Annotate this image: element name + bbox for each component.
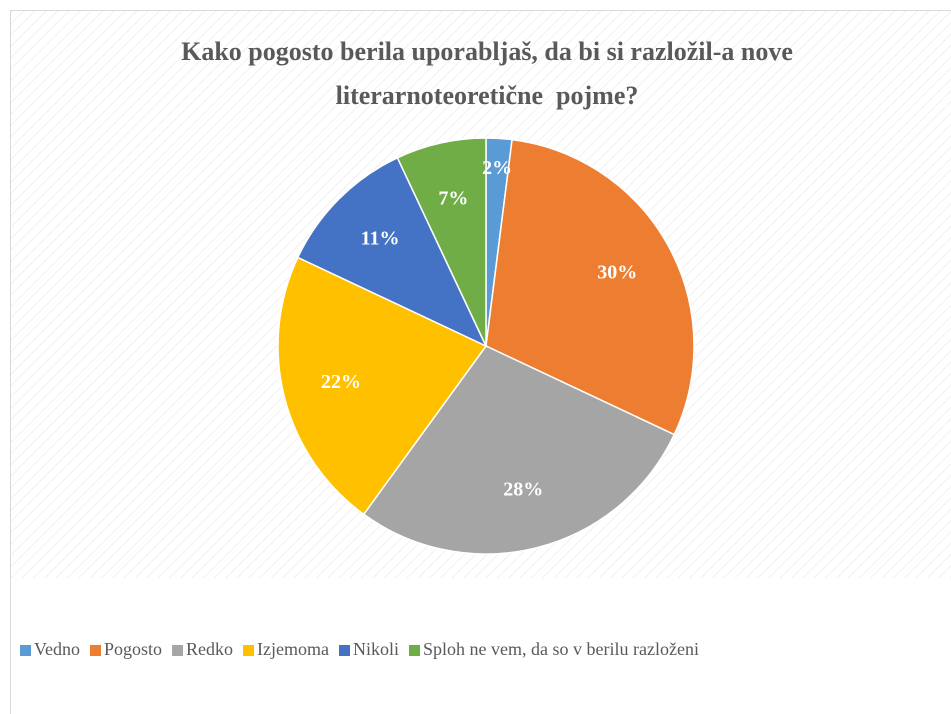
legend-label: Sploh ne vem, da so v berilu razloženi	[423, 639, 699, 659]
legend-label: Izjemoma	[257, 639, 329, 659]
legend-swatch	[409, 645, 421, 656]
pie-slice	[396, 137, 487, 347]
data-labels: 2% 30% 28% 22% 11% 7%	[321, 157, 637, 501]
data-label: 22%	[321, 371, 361, 393]
pie	[277, 137, 695, 555]
data-label: 28%	[503, 479, 543, 501]
legend-label: Redko	[186, 639, 233, 659]
data-label: 7%	[438, 187, 468, 209]
chart-title: Kako pogosto berila uporabljaš, da bi si…	[181, 37, 800, 110]
legend-swatch	[339, 645, 350, 656]
legend-label: Nikoli	[353, 639, 399, 659]
data-label: 2%	[482, 157, 512, 179]
legend-label: Pogosto	[104, 639, 162, 659]
legend-label: Vedno	[34, 639, 80, 659]
legend: Vedno Pogosto Redko Izjemoma Nikoli Sploh ne …	[20, 639, 699, 659]
pie-slice	[296, 156, 488, 348]
pie-slice	[362, 345, 676, 555]
legend-swatch	[90, 645, 101, 656]
legend-swatch	[243, 645, 255, 656]
data-label: 30%	[597, 261, 637, 283]
data-label: 11%	[361, 228, 400, 250]
legend-swatch	[20, 645, 31, 656]
legend-swatch	[172, 645, 184, 656]
pie-slice	[485, 138, 695, 436]
